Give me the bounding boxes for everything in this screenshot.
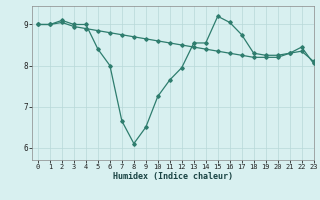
X-axis label: Humidex (Indice chaleur): Humidex (Indice chaleur): [113, 172, 233, 181]
